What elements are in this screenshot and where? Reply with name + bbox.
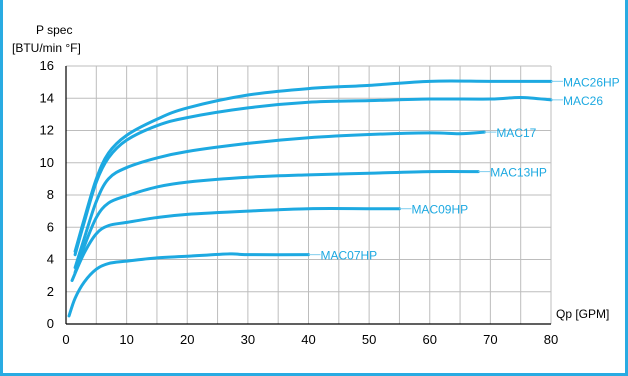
x-tick-label: 60 [423, 332, 437, 347]
chart-series [67, 79, 553, 318]
series-line-mac09hp [70, 207, 401, 282]
x-tick-label: 10 [119, 332, 133, 347]
x-axis-label: Qp [GPM] [556, 307, 609, 321]
series-line-mac07hp [67, 252, 310, 318]
series-line-mac26 [73, 95, 553, 257]
y-tick-label: 16 [40, 58, 54, 73]
series-line-mac17 [73, 130, 486, 270]
series-line-mac13hp [73, 170, 480, 274]
y-tick-label: 2 [47, 284, 54, 299]
chart-series-labels: MAC26HP MAC26 MAC17 MAC13HP MAC09HP MAC07HP [308, 75, 620, 263]
series-line-mac26hp [73, 79, 553, 253]
x-tick-label: 0 [62, 332, 69, 347]
x-tick-label: 70 [483, 332, 497, 347]
x-tick-label: 40 [301, 332, 315, 347]
series-label-mac26: MAC26 [563, 94, 603, 108]
x-tick-label: 80 [544, 332, 558, 347]
y-tick-label: 8 [47, 187, 54, 202]
series-label-mac17: MAC17 [496, 126, 536, 140]
series-label-mac13hp: MAC13HP [490, 166, 547, 180]
chart-tick-labels: 0 2 4 6 8 10 12 14 16 0 10 20 30 40 50 60 70 80 [40, 58, 559, 347]
y-axis-label-line2: [BTU/min °F] [12, 41, 81, 55]
x-tick-label: 50 [362, 332, 376, 347]
series-label-mac26hp: MAC26HP [563, 75, 620, 89]
chart-axes [65, 66, 551, 325]
series-label-mac07hp: MAC07HP [321, 249, 378, 263]
y-tick-label: 0 [47, 316, 54, 331]
chart-grid [66, 65, 552, 324]
y-tick-label: 12 [40, 123, 54, 138]
y-tick-label: 4 [47, 252, 54, 267]
y-tick-label: 14 [40, 90, 54, 105]
series-label-mac09hp: MAC09HP [411, 203, 468, 217]
x-tick-label: 30 [241, 332, 255, 347]
y-tick-label: 6 [47, 219, 54, 234]
x-tick-label: 20 [180, 332, 194, 347]
y-tick-label: 10 [40, 155, 54, 170]
y-axis-label-line1: P spec [36, 23, 72, 37]
